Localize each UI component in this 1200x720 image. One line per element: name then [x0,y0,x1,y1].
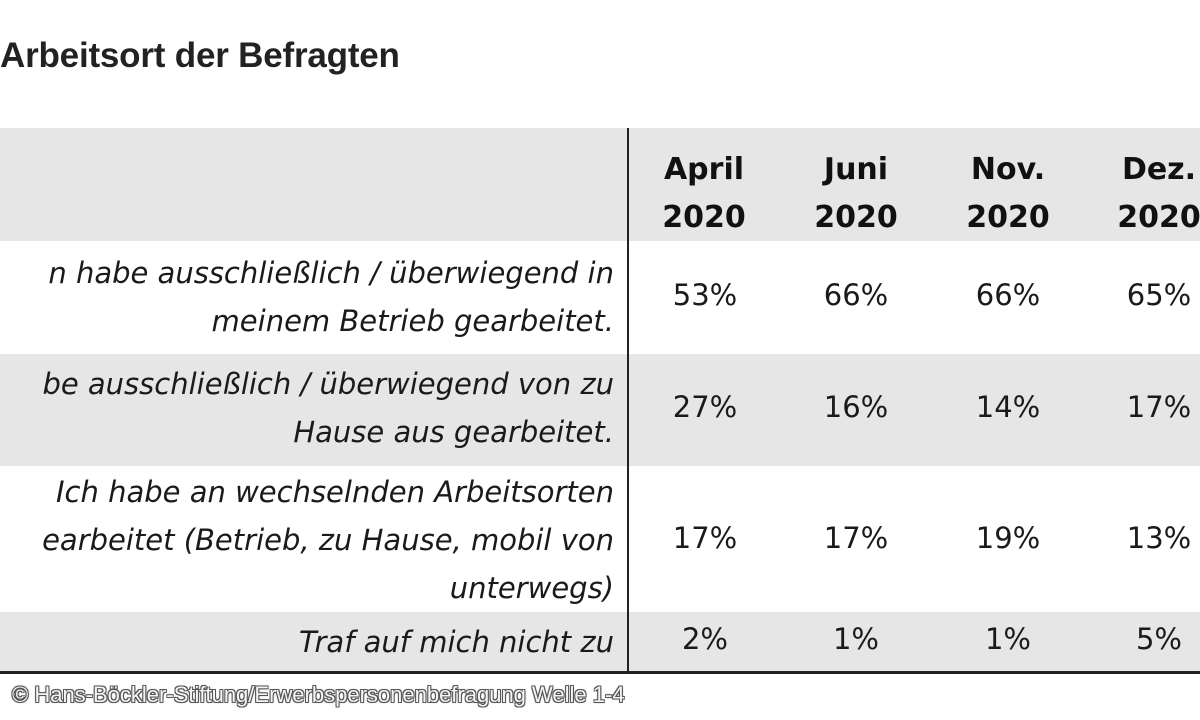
column-header-nov: Nov. 2020 [933,146,1083,242]
table-cell: 16% [823,390,889,424]
table-row-betrieb: n habe ausschließlich / überwiegend in m… [0,241,1200,354]
column-header-line: Juni [823,152,889,187]
table-cell: 17% [823,521,889,555]
table-cell: 66% [823,278,889,312]
table-cell: 66% [975,278,1041,312]
row-label-line: Ich habe an wechselnden Arbeitsorten [55,475,614,509]
row-label-line: Hause aus gearbeitet. [293,415,614,449]
column-header-line: 2020 [1117,200,1200,235]
row-label: Traf auf mich nicht zu [299,618,614,666]
column-header-line: 2020 [814,200,898,235]
row-label-line: earbeitet (Betrieb, zu Hause, mobil von [42,523,614,557]
copyright-notice: © Hans-Böckler-Stiftung/Erwerbspersonenb… [12,682,625,707]
data-table: April 2020 Juni 2020 Nov. 2020 Dez. 2020… [0,128,1200,673]
column-header-line: 2020 [966,200,1050,235]
row-label-line: meinem Betrieb gearbeitet. [211,304,614,338]
row-label-line: n habe ausschließlich / überwiegend in [48,256,614,290]
column-divider [627,128,629,673]
table-cell: 17% [672,521,738,555]
column-header-dez: Dez. 2020 [1084,146,1200,242]
table-bottom-rule [0,671,1200,674]
column-header-april: April 2020 [629,146,779,242]
column-header-line: Dez. [1121,152,1197,187]
table-cell: 17% [1126,390,1192,424]
table-row-wechselnd: Ich habe an wechselnden Arbeitsorten ear… [0,466,1200,612]
column-header-line: 2020 [662,200,746,235]
row-label-line: unterwegs) [449,571,614,605]
row-label: be ausschließlich / überwiegend von zu H… [42,360,614,456]
row-label-line: be ausschließlich / überwiegend von zu [42,367,614,401]
table-cell: 13% [1126,521,1192,555]
table-cell: 5% [1135,622,1182,656]
column-header-line: April [663,152,745,187]
row-label: n habe ausschließlich / überwiegend in m… [48,249,614,345]
table-cell: 65% [1126,278,1192,312]
table-row-zu-hause: be ausschließlich / überwiegend von zu H… [0,354,1200,466]
table-cell: 19% [975,521,1041,555]
table-row-nicht-zu: Traf auf mich nicht zu 2% 1% 1% 5% [0,612,1200,673]
table-cell: 27% [672,390,738,424]
column-header-line: Nov. [970,152,1046,187]
row-label-line: Traf auf mich nicht zu [299,625,614,659]
row-label: Ich habe an wechselnden Arbeitsorten ear… [42,468,614,612]
table-cell: 1% [832,622,879,656]
table-cell: 2% [681,622,728,656]
table-cell: 53% [672,278,738,312]
page-title: Arbeitsort der Befragten [0,36,400,75]
column-header-juni: Juni 2020 [781,146,931,242]
table-header-row: April 2020 Juni 2020 Nov. 2020 Dez. 2020 [0,128,1200,241]
table-cell: 14% [975,390,1041,424]
table-cell: 1% [984,622,1031,656]
